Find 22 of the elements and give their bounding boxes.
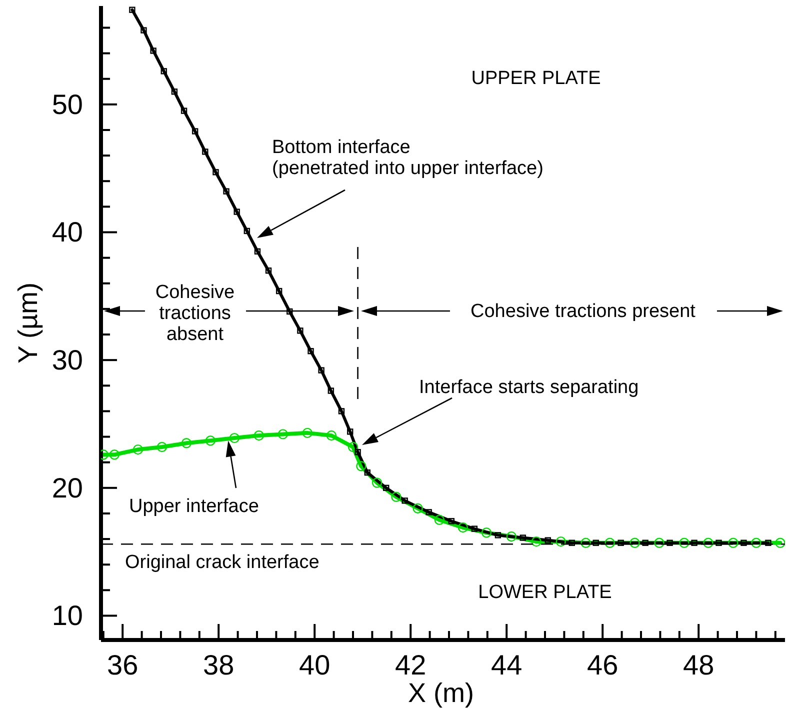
annotation: UPPER PLATE	[471, 68, 601, 88]
y-tick-label: 10	[52, 600, 83, 632]
annotation: Interface starts separating	[419, 376, 639, 398]
y-tick-label: 30	[52, 344, 83, 376]
annotation: Cohesive tractions absent	[155, 282, 235, 344]
ref-line-label: Original crack interface	[125, 552, 320, 572]
x-tick-label: 46	[587, 650, 618, 680]
annotation: Upper interface	[129, 496, 259, 516]
x-tick-label: 38	[203, 650, 234, 680]
x-tick-label: 48	[683, 650, 714, 680]
y-tick-label: 50	[52, 88, 83, 120]
x-tick-label: 44	[491, 650, 522, 680]
annotation: Cohesive tractions present	[470, 300, 696, 322]
y-tick-label: 40	[52, 216, 83, 248]
x-tick-label: 42	[395, 650, 426, 680]
annotation: Bottom interface (penetrated into upper interface)	[272, 136, 544, 178]
y-axis-title: Y (µm)	[13, 282, 43, 364]
annotation: LOWER PLATE	[478, 582, 612, 602]
x-axis-title: X (m)	[408, 678, 474, 708]
x-tick-label: 40	[299, 650, 330, 680]
y-tick-label: 20	[52, 472, 83, 504]
x-tick-label: 36	[107, 650, 138, 680]
